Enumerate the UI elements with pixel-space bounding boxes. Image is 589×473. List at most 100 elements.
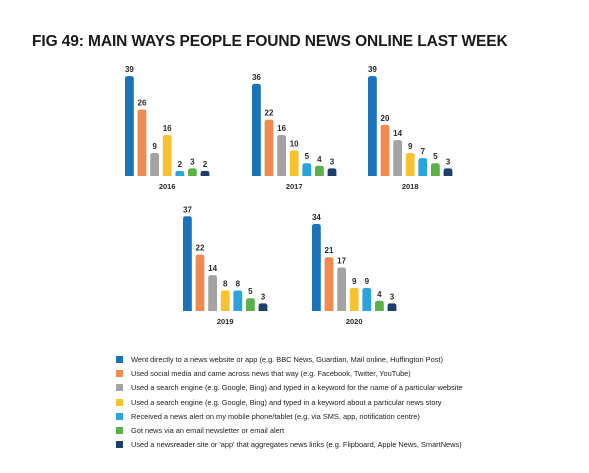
panel-year-label: 2017 — [286, 182, 303, 191]
data-label-2019-s5: 8 — [236, 280, 241, 289]
data-label-2018-s3: 14 — [393, 129, 402, 138]
bar-2016-s4 — [162, 135, 172, 176]
bar-2017-s5 — [302, 163, 312, 176]
data-label-2019-s7: 3 — [261, 292, 266, 301]
data-label-2018-s7: 3 — [446, 157, 451, 166]
bar-2020-s4 — [349, 287, 359, 311]
legend-label: Got news via an email newsletter or emai… — [131, 426, 285, 436]
bar-2017-s1 — [252, 83, 261, 176]
bar-2018-s3 — [393, 140, 402, 176]
bar-2017-s6 — [315, 165, 324, 176]
legend-label: Received a news alert on my mobile phone… — [131, 411, 420, 421]
bar-2020-s7 — [387, 303, 397, 311]
bar-2020-s2 — [324, 257, 334, 311]
panel-year-label: 2018 — [402, 182, 419, 191]
bar-2016-s5 — [175, 170, 185, 176]
chart-title: FIG 49: MAIN WAYS PEOPLE FOUND NEWS ONLI… — [32, 33, 508, 50]
bar-2020-s6 — [375, 300, 384, 311]
bar-2020-s1 — [312, 223, 321, 311]
panel-year-label: 2016 — [159, 182, 176, 191]
legend-item: Used a search engine (e.g. Google, Bing)… — [116, 395, 463, 409]
bar-2016-s2 — [137, 109, 147, 176]
legend-swatch — [116, 369, 123, 377]
legend-swatch — [116, 355, 123, 363]
legend-item: Used social media and came across news t… — [116, 366, 463, 380]
bar-2020-s5 — [362, 287, 372, 311]
data-label-2019-s1: 37 — [183, 205, 192, 214]
legend-swatch — [116, 398, 123, 406]
data-label-2018-s1: 39 — [368, 65, 377, 74]
data-label-2018-s5: 7 — [421, 147, 426, 156]
data-label-2019-s3: 14 — [208, 264, 217, 273]
legend-swatch — [116, 412, 123, 420]
bar-2017-s3 — [277, 135, 286, 176]
data-label-2017-s1: 36 — [252, 73, 261, 82]
bar-2018-s6 — [431, 163, 440, 176]
legend-item: Used a newsreader site or 'app' that agg… — [116, 438, 463, 452]
bar-2017-s2 — [264, 119, 274, 176]
data-label-2017-s3: 16 — [277, 124, 286, 133]
data-label-2019-s6: 5 — [248, 287, 253, 296]
data-label-2016-s3: 9 — [152, 142, 157, 151]
data-label-2017-s6: 4 — [317, 155, 322, 164]
bar-2016-s7 — [200, 170, 210, 176]
data-label-2016-s4: 16 — [163, 124, 172, 133]
data-label-2020-s3: 17 — [337, 256, 346, 265]
legend-swatch — [116, 441, 123, 449]
panel-2016: 39 26 9 16 2 3 2 2016 — [125, 65, 210, 191]
data-label-2016-s7: 2 — [203, 160, 208, 169]
data-label-2017-s2: 22 — [265, 109, 274, 118]
bar-2018-s4 — [405, 152, 415, 176]
legend-swatch — [116, 384, 123, 392]
bar-2018-s1 — [368, 76, 377, 176]
legend-label: Used a search engine (e.g. Google, Bing)… — [131, 397, 442, 407]
data-label-2018-s4: 9 — [408, 142, 413, 151]
bar-2019-s4 — [220, 290, 230, 311]
bar-2018-s2 — [380, 124, 390, 176]
data-label-2020-s1: 34 — [312, 213, 321, 222]
data-label-2018-s2: 20 — [381, 114, 390, 123]
bar-2020-s3 — [337, 267, 346, 311]
legend-item: Went directly to a news website or app (… — [116, 352, 463, 366]
data-label-2017-s7: 3 — [330, 157, 335, 166]
bar-2016-s6 — [188, 168, 197, 176]
legend-label: Used a search engine (e.g. Google, Bing)… — [131, 383, 463, 393]
data-label-2020-s2: 21 — [325, 246, 334, 255]
data-label-2016-s5: 2 — [178, 160, 183, 169]
legend-label: Went directly to a news website or app (… — [131, 354, 443, 364]
legend-label: Used a newsreader site or 'app' that agg… — [131, 440, 462, 450]
bar-2019-s5 — [233, 290, 243, 311]
legend: Went directly to a news website or app (… — [116, 352, 463, 452]
bar-2019-s6 — [246, 298, 255, 311]
panel-year-label: 2019 — [217, 317, 234, 326]
legend-label: Used social media and came across news t… — [131, 368, 411, 378]
bar-2019-s2 — [195, 254, 205, 311]
data-label-2016-s2: 26 — [138, 98, 147, 107]
bar-2019-s7 — [258, 303, 268, 311]
bar-2017-s4 — [289, 150, 299, 176]
bar-2017-s7 — [327, 168, 337, 176]
data-label-2017-s5: 5 — [305, 152, 310, 161]
bar-2018-s7 — [443, 168, 453, 176]
panel-year-label: 2020 — [346, 317, 363, 326]
data-label-2017-s4: 10 — [290, 139, 299, 148]
data-label-2020-s4: 9 — [352, 277, 357, 286]
data-label-2020-s5: 9 — [365, 277, 370, 286]
data-label-2018-s6: 5 — [433, 152, 438, 161]
legend-item: Used a search engine (e.g. Google, Bing)… — [116, 381, 463, 395]
legend-item: Got news via an email newsletter or emai… — [116, 423, 463, 437]
data-label-2019-s4: 8 — [223, 280, 228, 289]
legend-swatch — [116, 427, 123, 435]
data-label-2020-s7: 3 — [390, 292, 395, 301]
bar-2018-s5 — [418, 158, 428, 176]
legend-item: Received a news alert on my mobile phone… — [116, 409, 463, 423]
data-label-2016-s6: 3 — [190, 157, 195, 166]
bar-2019-s3 — [208, 275, 217, 311]
bar-2016-s1 — [125, 76, 134, 176]
